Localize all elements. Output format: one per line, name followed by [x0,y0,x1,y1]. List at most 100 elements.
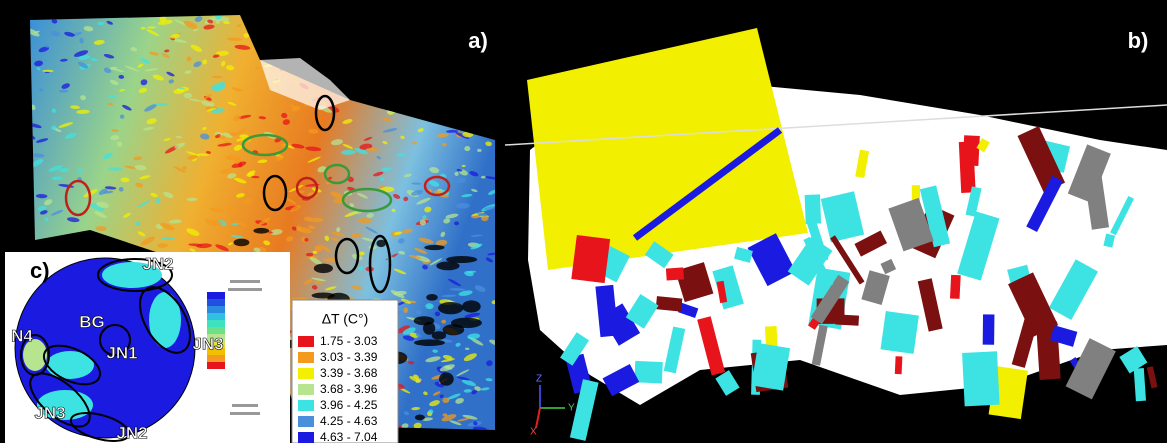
texture-speck [443,218,451,224]
texture-speck [109,79,119,86]
joint [911,185,921,203]
texture-speck [490,103,495,107]
joint [894,356,903,375]
texture-speck [189,248,196,252]
texture-speck [483,54,488,60]
joint [602,363,640,397]
texture-speck [168,79,175,84]
joint [1133,368,1147,402]
legend-label: 3.68 - 3.96 [320,382,378,396]
joint [1008,272,1059,337]
texture-speck [157,243,168,248]
texture-speck [103,67,112,74]
texture-speck [470,234,483,237]
texture-speck [80,95,87,101]
legend-swatch [298,432,314,443]
legend-items: 1.75 - 3.03 3.03 - 3.39 3.39 - 3.68 3.68 - … [298,334,378,443]
texture-speck [422,264,428,270]
texture-speck [341,82,347,86]
texture-speck [30,220,34,223]
texture-speck [400,298,411,304]
texture-speck [174,19,188,26]
texture-speck [220,60,226,67]
texture-speck [358,251,365,256]
joint [917,278,943,332]
texture-speck [411,189,424,196]
texture-speck [203,94,212,100]
texture-speck [184,70,192,75]
texture-speck [437,111,443,116]
texture-speck [135,221,141,226]
texture-speck [275,155,284,161]
cluster-label: JN2 [116,423,147,442]
texture-speck [90,203,105,211]
texture-speck [476,67,482,73]
texture-speck [415,333,422,338]
texture-speck [204,218,217,227]
texture-speck [317,166,327,173]
texture-speck [246,172,255,177]
texture-speck [366,147,380,151]
texture-speck [383,56,393,60]
texture-speck [351,285,363,290]
texture-speck [122,104,132,111]
texture-speck [313,280,323,285]
legend-swatch [298,416,314,427]
texture-speck [183,20,198,29]
texture-speck [413,100,421,106]
texture-speck [436,133,449,138]
texture-speck [455,342,461,347]
joint [810,274,850,325]
texture-speck [457,77,467,80]
shadow [233,238,250,247]
texture-speck [487,104,495,112]
texture-speck [487,252,495,256]
texture-speck [365,226,378,234]
texture-speck [371,25,378,30]
texture-speck [106,20,113,25]
texture-speck [454,221,460,226]
texture-speck [258,116,267,120]
joint [1103,233,1116,248]
texture-speck [263,240,271,246]
joint [976,138,990,153]
legend-swatch [298,400,314,411]
texture-speck [61,83,70,89]
texture-speck [456,15,461,18]
texture-speck [419,219,426,226]
texture-speck [51,18,58,24]
ellipse [29,372,91,428]
bar-segment [207,299,225,306]
texture-speck [398,250,406,255]
texture-speck [474,285,486,292]
joint [1017,126,1066,193]
texture-speck [442,397,450,403]
bar-segment [207,320,225,327]
joint [787,236,833,286]
joint [854,230,888,257]
axes-triad: Z Y X [530,374,575,438]
texture-speck [453,76,465,83]
texture-speck [222,132,233,138]
texture-speck [373,171,384,177]
joint [919,185,951,248]
legend-label: 4.63 - 7.04 [320,430,378,443]
texture-speck [282,119,290,125]
texture-speck [31,158,44,167]
texture-speck [393,231,403,235]
texture-speck [471,188,478,193]
texture-speck [30,28,40,37]
cluster-label: JN2 [142,254,173,273]
texture-speck [201,100,211,107]
texture-speck [107,102,114,106]
texture-speck [486,121,495,128]
texture-speck [78,55,91,60]
texture-speck [137,63,144,68]
texture-speck [120,177,130,183]
texture-speck [331,231,345,237]
joints [560,126,1158,441]
texture-speck [399,64,412,69]
texture-speck [440,32,445,36]
texture-speck [217,143,232,147]
